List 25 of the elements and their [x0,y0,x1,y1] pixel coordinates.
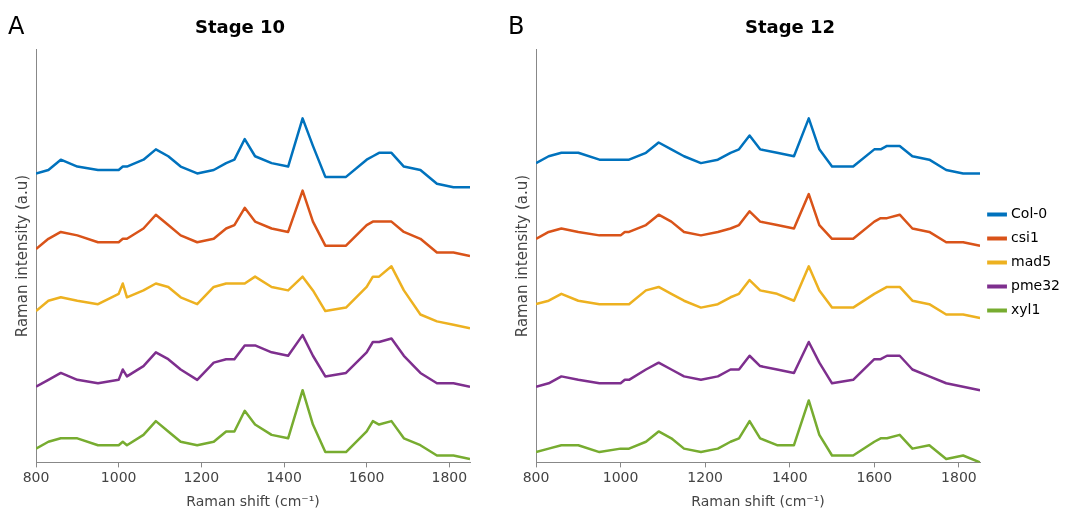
x-tick-label: 800 [22,469,50,486]
text: A [8,12,25,40]
x-tick-label: 800 [522,469,550,486]
x-tick-label: 1600 [856,469,893,486]
x-tick-label: 1200 [183,469,220,486]
legend-label: xyl1 [1011,301,1041,318]
x-tick-label: 1800 [431,469,468,486]
y-axis-title: Raman intensity (a.u) [512,174,531,338]
x-tick-label: 1800 [941,469,977,486]
x-axis-title: Raman shift (cm⁻¹) [186,493,320,510]
x-tick-label: 1600 [348,469,385,486]
x-axis-title: Raman shift (cm⁻¹) [691,493,825,510]
x-tick-label: 1400 [771,469,808,486]
x-tick-label: 1200 [687,469,723,486]
x-tick-label: 1000 [602,469,639,486]
x-tick-label: 1400 [266,469,302,486]
y-axis-title: Raman intensity (a.u) [12,174,31,338]
legend-label: pme32 [1011,277,1060,294]
chart-title: Stage 10 [194,16,286,38]
x-tick-label: 1000 [100,469,137,486]
legend-label: Col-0 [1011,205,1048,222]
text: B [508,12,525,40]
chart-title: Stage 12 [744,16,836,38]
legend-label: mad5 [1011,253,1052,270]
legend-label: csi1 [1011,229,1039,246]
